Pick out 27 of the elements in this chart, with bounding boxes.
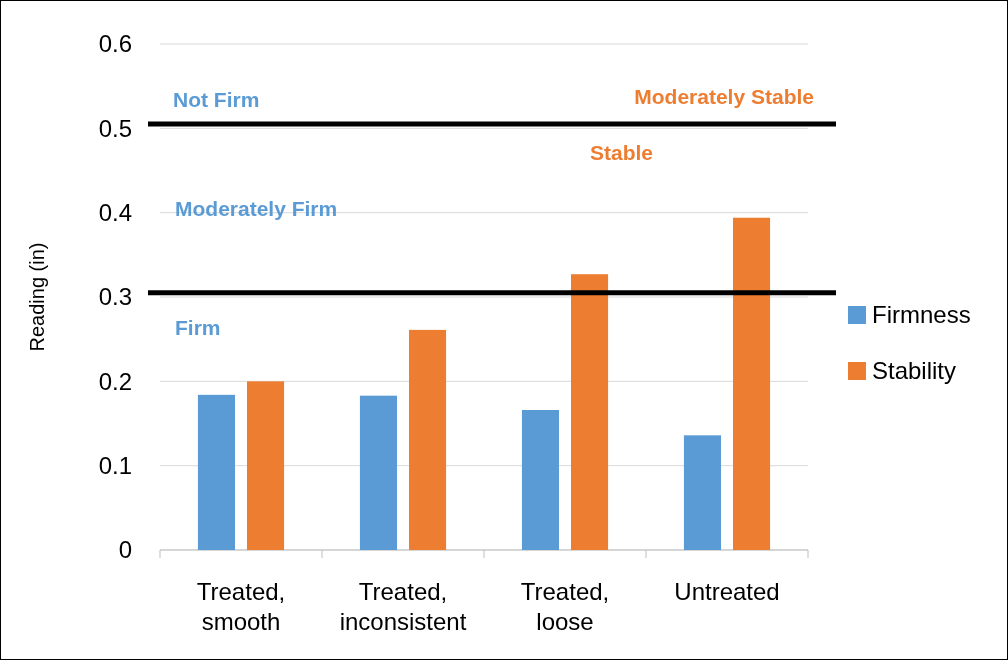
y-tick-label: 0.3 bbox=[98, 283, 132, 311]
x-tick-label: Treated, smooth bbox=[196, 578, 286, 635]
bar bbox=[359, 395, 397, 550]
bar bbox=[571, 274, 609, 550]
annotation: Moderately Firm bbox=[175, 197, 338, 221]
x-tick-label: Treated, loose bbox=[520, 578, 610, 635]
y-tick-label: 0.2 bbox=[98, 367, 132, 395]
annotation: Firm bbox=[175, 316, 221, 340]
legend-label: Firmness bbox=[872, 301, 971, 329]
y-tick-label: 0.1 bbox=[98, 452, 132, 480]
y-tick-label: 0.4 bbox=[98, 199, 132, 227]
y-tick-label: 0.5 bbox=[98, 114, 132, 142]
y-axis-title: Reading (in) bbox=[26, 242, 48, 352]
annotation: Moderately Stable bbox=[634, 85, 814, 109]
bar bbox=[409, 329, 447, 550]
y-tick-label: 0.6 bbox=[98, 30, 132, 58]
x-tick-label: Treated, inconsistent bbox=[339, 578, 467, 635]
annotation: Stable bbox=[590, 141, 654, 165]
x-tick-label: Untreated bbox=[674, 578, 780, 605]
y-tick-label: 0 bbox=[118, 536, 132, 564]
bar bbox=[683, 435, 721, 550]
legend-label: Stability bbox=[872, 357, 957, 385]
bar bbox=[247, 381, 285, 550]
bar bbox=[197, 394, 235, 550]
bar bbox=[521, 410, 559, 550]
annotation: Not Firm bbox=[173, 88, 260, 112]
bar bbox=[733, 217, 771, 550]
